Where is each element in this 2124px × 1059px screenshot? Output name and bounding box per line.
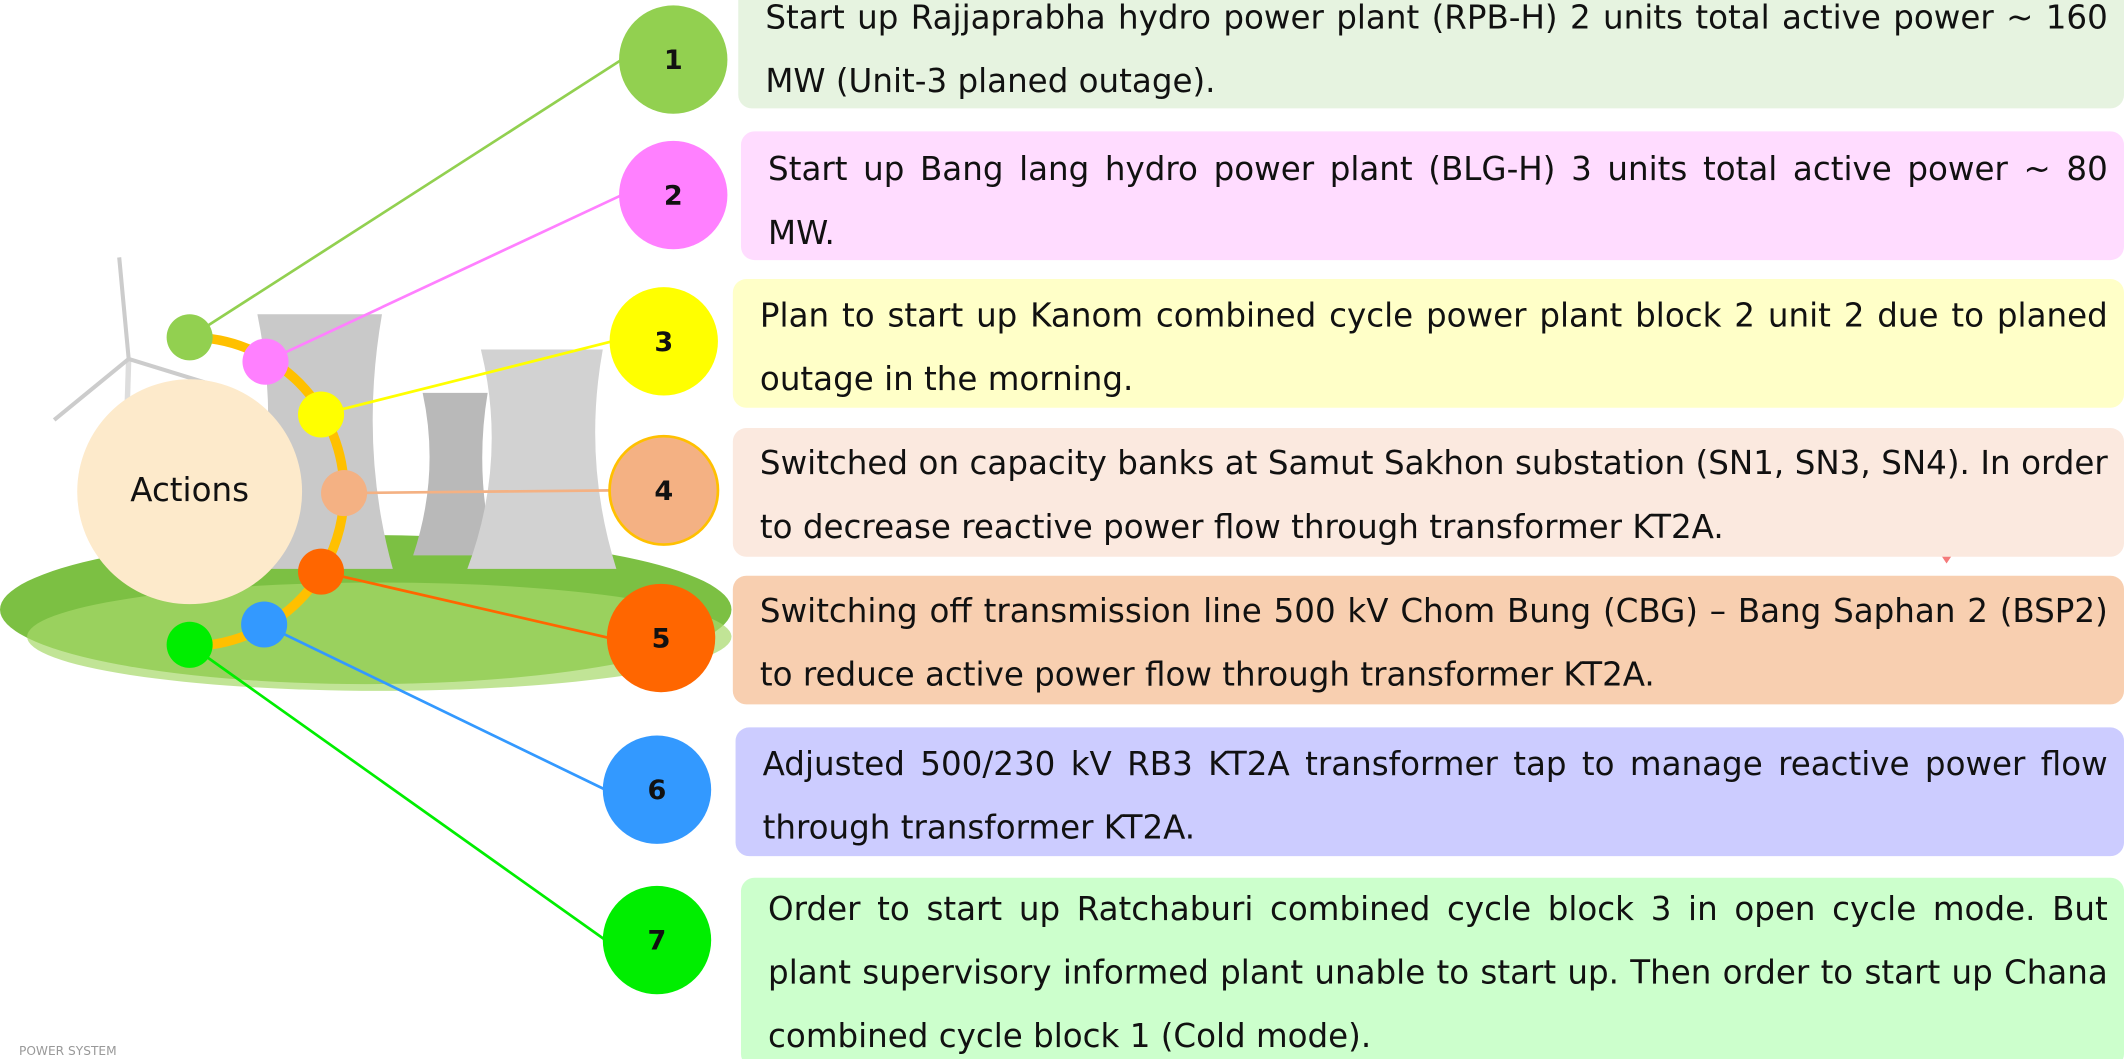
- action-text: Plan to start up Kanom combined cycle po…: [733, 279, 2124, 408]
- ring-dot: [167, 622, 213, 668]
- action-text: Switched on capacity banks at Samut Sakh…: [733, 428, 2124, 557]
- ring-dot: [167, 314, 213, 360]
- action-text: Start up Bang lang hydro power plant (BL…: [741, 131, 2124, 260]
- action-text: Adjusted 500/230 kV RB3 KT2A transformer…: [736, 727, 2124, 856]
- number-label: 6: [648, 775, 667, 806]
- ring-dot: [241, 601, 287, 647]
- number-label: 7: [648, 926, 667, 957]
- action-text: Order to start up Ratchaburi combined cy…: [741, 878, 2124, 1059]
- center-label: Actions: [130, 471, 249, 509]
- cooling-tower: [467, 349, 616, 568]
- action-text: Switching off transmission line 500 kV C…: [733, 576, 2124, 705]
- number-label: 5: [652, 623, 671, 654]
- footer: POWER SYSTEM: [19, 1046, 117, 1059]
- number-label: 3: [654, 327, 673, 358]
- turbine-blade: [119, 257, 128, 359]
- action-text: Start up Rajjaprabha hydro power plant (…: [738, 0, 2124, 108]
- number-label: 4: [654, 476, 673, 507]
- ring-dot: [242, 339, 288, 385]
- number-label: 1: [664, 45, 683, 76]
- ring-dot: [321, 470, 367, 516]
- ring-dot: [298, 391, 344, 437]
- slide: Actions 1 2 3 4 5 6 7 POWER SYSTEM Start up Ra…: [0, 0, 2124, 1059]
- connector: [266, 195, 622, 362]
- ring-dot: [298, 549, 344, 595]
- number-label: 2: [664, 181, 683, 212]
